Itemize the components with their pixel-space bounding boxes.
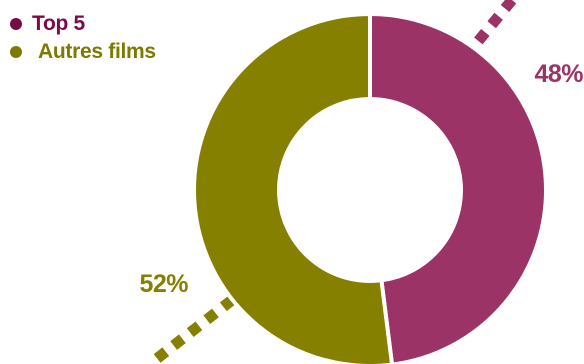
value-labels: 48% 52% — [139, 60, 583, 298]
legend-item-autres-films: Autres films — [10, 38, 156, 66]
legend-swatch-autres-films — [10, 46, 22, 58]
leader-line-top-5 — [470, 0, 517, 49]
leader-lines — [146, 0, 517, 364]
donut-slice-top-5 — [368, 11, 548, 364]
value-label-autres-films: 52% — [139, 270, 188, 298]
legend-swatch-top-5 — [10, 18, 22, 30]
legend-label-autres-films: Autres films — [38, 40, 156, 63]
legend: Top 5 Autres films — [10, 10, 156, 66]
donut-slice-autres-films — [192, 11, 394, 364]
leader-line-autres-films — [146, 295, 236, 364]
value-label-top-5: 48% — [534, 60, 583, 88]
donut-slices — [192, 11, 548, 364]
legend-item-top-5: Top 5 — [10, 10, 156, 38]
legend-label-top-5: Top 5 — [32, 12, 85, 35]
